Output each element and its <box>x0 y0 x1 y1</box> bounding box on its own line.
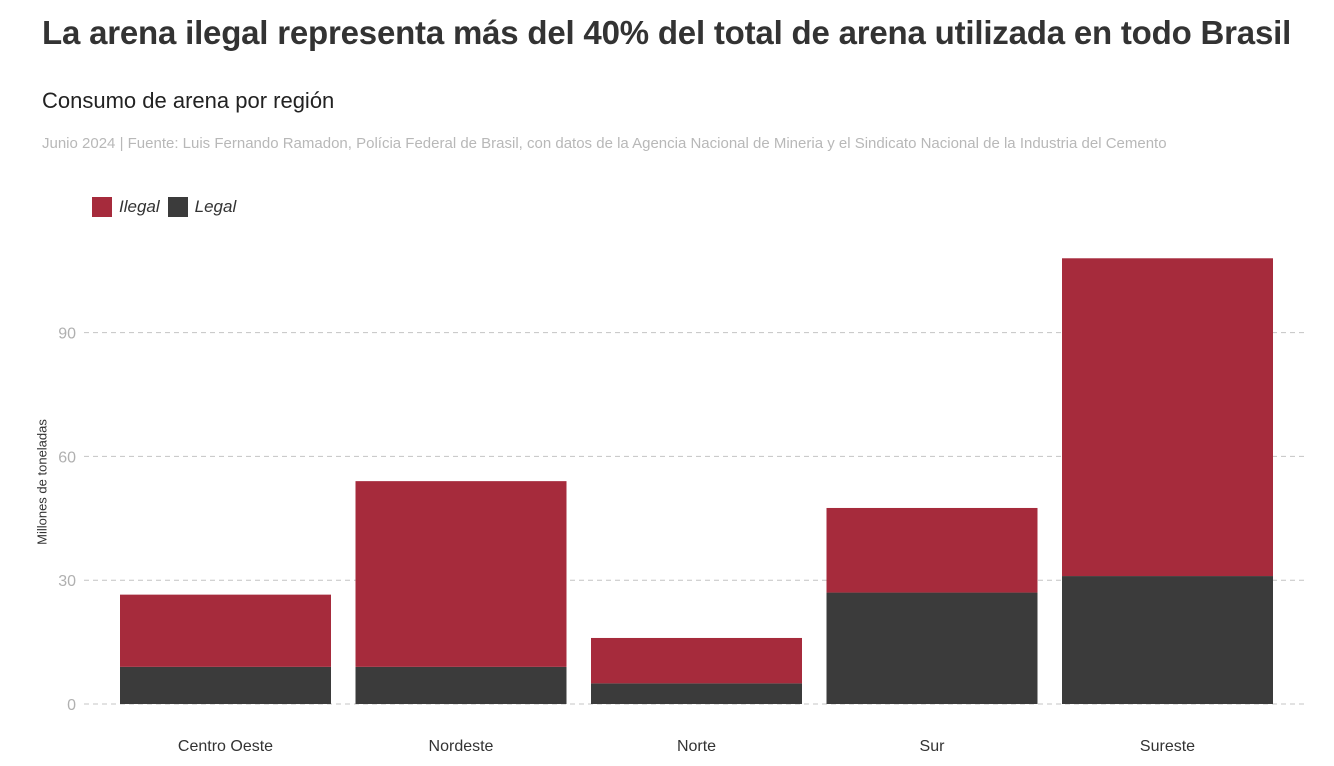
bar-legal-sureste <box>1062 576 1273 704</box>
y-tick-label-90: 90 <box>58 326 76 343</box>
legend-swatch-ilegal <box>92 197 112 217</box>
legend-label-ilegal: Ilegal <box>119 197 160 216</box>
y-tick-label-60: 60 <box>58 449 76 466</box>
legend-item-ilegal: Ilegal <box>92 197 160 217</box>
bar-legal-centro-oeste <box>120 666 331 704</box>
legend-label-legal: Legal <box>194 197 237 216</box>
x-tick-label-centro-oeste: Centro Oeste <box>178 738 273 755</box>
bar-legal-sur <box>826 592 1038 704</box>
bar-legal-nordeste <box>355 666 567 704</box>
y-tick-label-30: 30 <box>58 573 76 590</box>
legend-item-legal: Legal <box>167 197 237 217</box>
chart-title: La arena ilegal representa más del 40% d… <box>42 14 1292 51</box>
bar-legal-norte <box>591 683 802 704</box>
source-note: Junio 2024 | Fuente: Luis Fernando Ramad… <box>42 135 1167 152</box>
bar-ilegal-sur <box>826 507 1038 593</box>
bar-ilegal-nordeste <box>355 481 567 667</box>
x-tick-label-sureste: Sureste <box>1140 738 1195 755</box>
x-tick-label-nordeste: Nordeste <box>429 738 494 755</box>
bar-ilegal-sureste <box>1062 258 1273 577</box>
chart-subtitle: Consumo de arena por región <box>42 88 335 113</box>
legend: Ilegal Legal <box>92 197 236 217</box>
x-tick-label-sur: Sur <box>920 738 946 755</box>
y-tick-label-0: 0 <box>67 697 76 714</box>
bar-ilegal-norte <box>591 637 802 684</box>
bar-ilegal-centro-oeste <box>120 594 331 667</box>
legend-swatch-legal <box>167 197 188 217</box>
x-tick-label-norte: Norte <box>677 738 716 755</box>
